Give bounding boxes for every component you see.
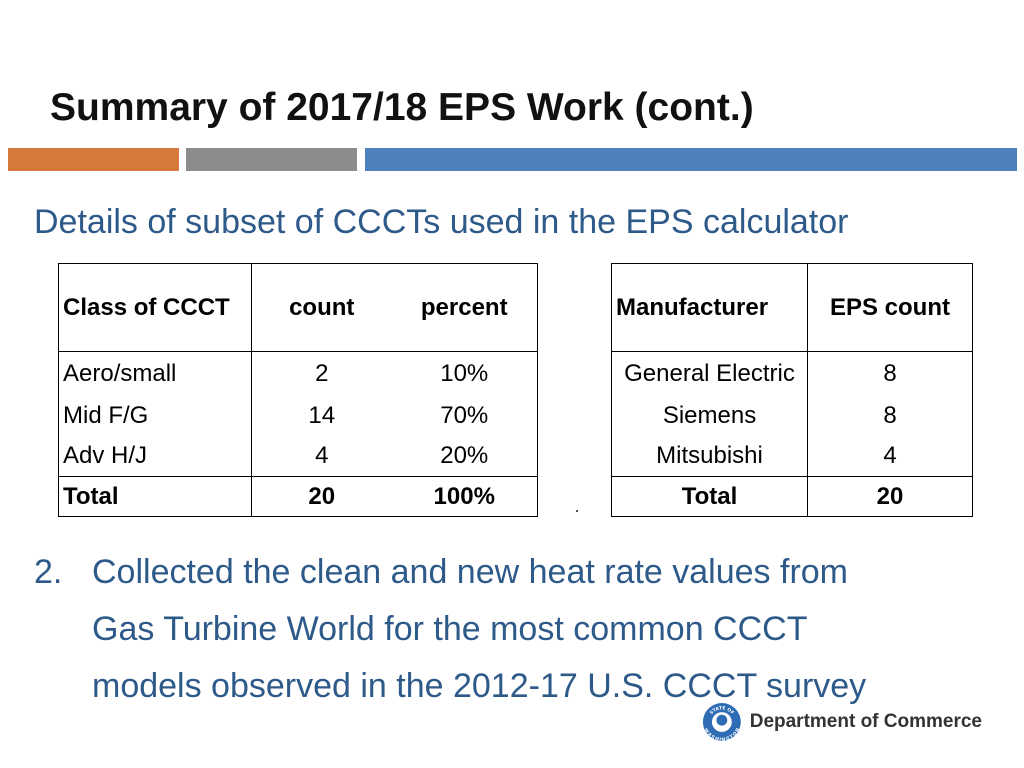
list-number: 2. (34, 553, 63, 591)
table-row: Mid F/G 14 70% (59, 396, 538, 436)
header-class: Class of CCCT (63, 293, 230, 321)
accent-bar-blue (365, 148, 1017, 171)
cell-manufacturer: General Electric (624, 360, 795, 387)
list-line-1: Collected the clean and new heat rate va… (92, 553, 849, 591)
cell-count: 2 (251, 351, 392, 396)
slide-subtitle: Details of subset of CCCTs used in the E… (34, 203, 849, 241)
cell-percent: 20% (440, 442, 489, 469)
header-percent: percent (420, 293, 508, 321)
cell-eps-count: 4 (807, 436, 973, 477)
cell-count: 4 (251, 436, 392, 477)
table-header-row: Class of CCCT count percent (58, 263, 538, 352)
table-row: Aero/small 2 10% (59, 351, 538, 396)
cell-manufacturer: Siemens (662, 402, 757, 429)
org-name: Department of Commerce (749, 711, 982, 732)
total-count: 20 (251, 476, 392, 517)
accent-bar-gray (186, 148, 357, 171)
seal-top-text: STATE OF (709, 705, 736, 716)
table-row: Adv H/J 4 20% (59, 436, 538, 477)
table-row: Mitsubishi 4 (612, 436, 973, 477)
total-eps-count: 20 (807, 476, 973, 517)
cell-percent: 10% (440, 360, 489, 387)
slide-title: Summary of 2017/18 EPS Work (cont.) (50, 86, 754, 129)
total-label: Total (58, 476, 252, 517)
svg-text:STATE OF: STATE OF (709, 705, 736, 716)
stray-dot (576, 510, 578, 512)
cell-eps-count: 8 (807, 396, 973, 436)
table-row: General Electric 8 (612, 351, 973, 396)
numbered-list-item: 2. Collected the clean and new heat rate… (34, 544, 866, 715)
cell-eps-count: 8 (807, 351, 973, 396)
accent-bar-orange (8, 148, 179, 171)
table-total-row: Total 20 (611, 476, 973, 517)
cell-class: Mid F/G (63, 402, 149, 429)
table-header-row: Manufacturer EPS count (611, 263, 973, 352)
total-percent: 100% (391, 476, 538, 517)
header-count: count (251, 263, 392, 352)
cell-class: Adv H/J (63, 442, 148, 469)
header-manufacturer: Manufacturer (616, 293, 769, 321)
cell-class: Aero/small (63, 360, 177, 387)
table-row: Siemens 8 (612, 396, 973, 436)
table-total-row: Total 20 100% (58, 476, 538, 517)
class-of-ccct-table: Class of CCCT count percent Aero/small 2… (58, 263, 538, 517)
cell-manufacturer: Mitsubishi (656, 442, 763, 469)
header-eps-count: EPS count (807, 263, 973, 352)
cell-percent: 70% (440, 402, 489, 429)
cell-count: 14 (251, 396, 392, 436)
list-line-3: models observed in the 2012-17 U.S. CCCT… (92, 667, 867, 705)
department-logo: STATE OF WASHINGTON Department of Commer… (702, 700, 982, 744)
washington-seal-icon: STATE OF WASHINGTON (702, 703, 741, 743)
list-line-2: Gas Turbine World for the most common CC… (92, 610, 808, 648)
manufacturer-table: Manufacturer EPS count General Electric … (611, 263, 973, 517)
total-label: Total (611, 476, 808, 517)
